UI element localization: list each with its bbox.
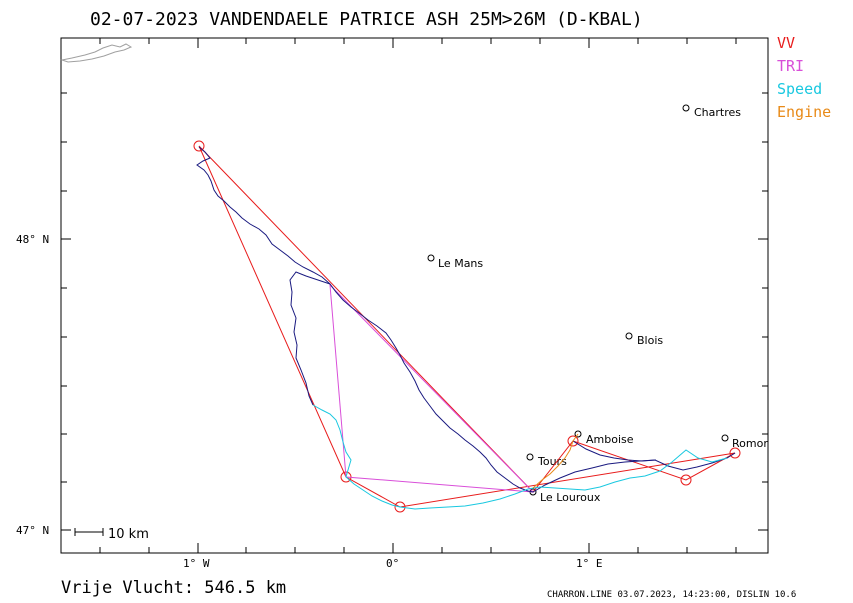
city-amboise: Amboise	[586, 433, 634, 446]
city-blois: Blois	[637, 334, 663, 347]
lat-label-47n: 47° N	[16, 524, 49, 537]
cities: Chartres Le Mans Blois Amboise Tours Rom…	[427, 104, 768, 504]
map-title: 02-07-2023 VANDENDAELE PATRICE ASH 25M>2…	[90, 9, 643, 30]
lon-label-1e: 1° E	[576, 557, 603, 570]
lon-label-1w: 1° W	[183, 557, 210, 570]
flight-track-main	[196, 146, 534, 493]
scale-bar: 10 km	[74, 527, 149, 542]
speed-track	[312, 404, 728, 510]
lon-label-0: 0°	[386, 557, 399, 570]
legend-vv: VV	[777, 34, 795, 52]
legend-engine: Engine	[777, 103, 831, 121]
lon-ticks	[99, 38, 737, 553]
coastline	[60, 43, 133, 63]
legend-speed: Speed	[777, 80, 822, 98]
city-chartres: Chartres	[694, 106, 741, 119]
city-le-louroux: Le Louroux	[540, 491, 601, 504]
scale-label: 10 km	[108, 527, 149, 542]
engine-track	[532, 433, 579, 489]
flight-distance: Vrije Vlucht: 546.5 km	[61, 578, 286, 598]
lat-ticks	[61, 92, 768, 531]
city-romor: Romor	[732, 437, 768, 450]
flight-track-amboise-leg	[572, 440, 657, 462]
map-frame	[60, 37, 769, 554]
vv-task-line	[198, 145, 736, 508]
lat-label-48n: 48° N	[16, 233, 49, 246]
flight-track-west	[289, 271, 331, 406]
legend-tri: TRI	[777, 57, 804, 75]
legend: VV TRI Speed Engine	[777, 34, 831, 121]
footer-info: CHARRON.LINE 03.07.2023, 14:23:00, DISLI…	[547, 590, 796, 600]
city-le-mans: Le Mans	[438, 257, 483, 270]
turnpoints	[193, 140, 741, 513]
tri-triangle-line	[329, 283, 535, 493]
